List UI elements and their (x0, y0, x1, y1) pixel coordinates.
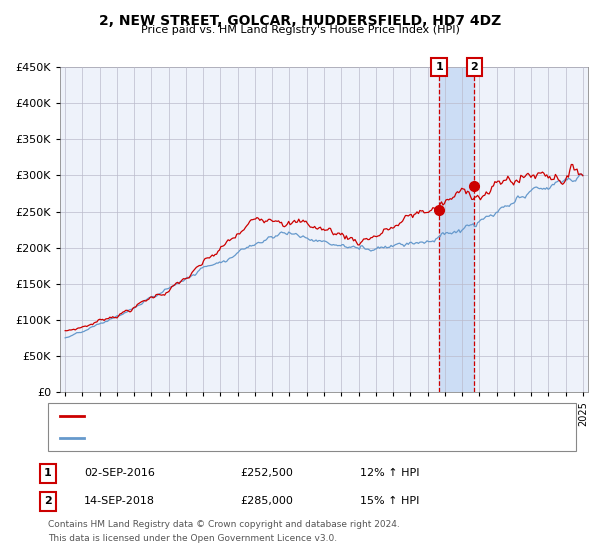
Text: This data is licensed under the Open Government Licence v3.0.: This data is licensed under the Open Gov… (48, 534, 337, 543)
Text: 2, NEW STREET, GOLCAR, HUDDERSFIELD, HD7 4DZ (detached house): 2, NEW STREET, GOLCAR, HUDDERSFIELD, HD7… (90, 411, 457, 421)
Text: 1: 1 (435, 62, 443, 72)
Text: 2: 2 (44, 496, 52, 506)
Text: 2: 2 (470, 62, 478, 72)
Text: 1: 1 (44, 468, 52, 478)
Text: Price paid vs. HM Land Registry's House Price Index (HPI): Price paid vs. HM Land Registry's House … (140, 25, 460, 35)
Text: £252,500: £252,500 (240, 468, 293, 478)
Text: 02-SEP-2016: 02-SEP-2016 (84, 468, 155, 478)
Text: 14-SEP-2018: 14-SEP-2018 (84, 496, 155, 506)
Bar (439, 67, 474, 392)
Text: Contains HM Land Registry data © Crown copyright and database right 2024.: Contains HM Land Registry data © Crown c… (48, 520, 400, 529)
Text: 15% ↑ HPI: 15% ↑ HPI (360, 496, 419, 506)
Text: £285,000: £285,000 (240, 496, 293, 506)
Text: 12% ↑ HPI: 12% ↑ HPI (360, 468, 419, 478)
Text: HPI: Average price, detached house, Kirklees: HPI: Average price, detached house, Kirk… (90, 433, 325, 444)
Text: 2, NEW STREET, GOLCAR, HUDDERSFIELD, HD7 4DZ: 2, NEW STREET, GOLCAR, HUDDERSFIELD, HD7… (99, 14, 501, 28)
